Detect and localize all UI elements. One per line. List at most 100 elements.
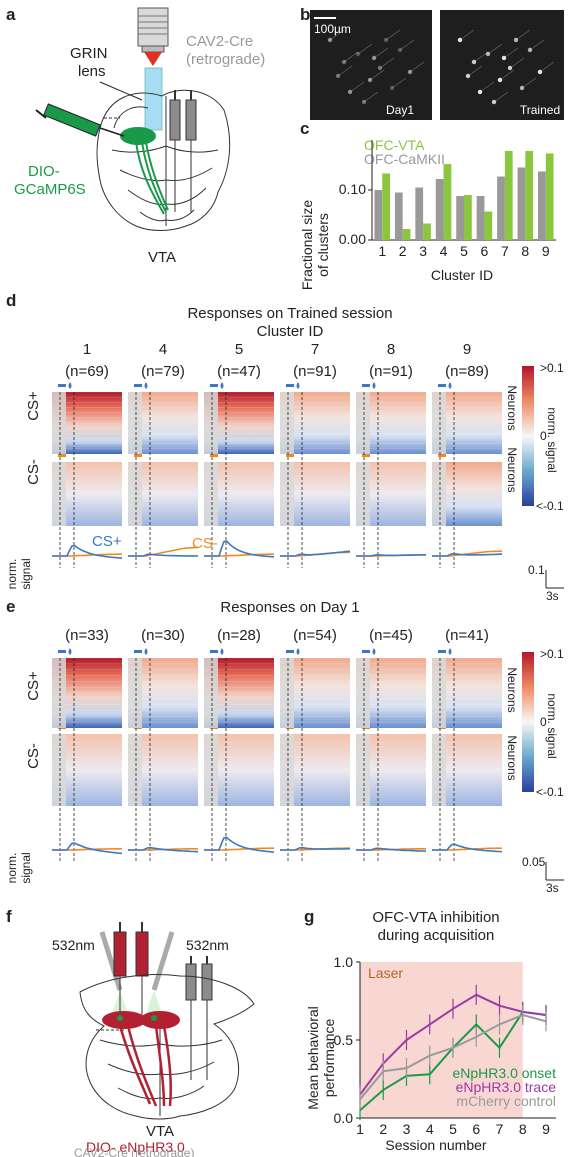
reward-drop-icon — [448, 382, 452, 389]
heatmap-baseline — [204, 462, 218, 526]
g-xtick-label: 3 — [403, 1121, 411, 1137]
e-scale-y: 0.05 — [522, 855, 546, 869]
cell-spot — [501, 55, 507, 61]
c-xtick-label: 2 — [399, 243, 407, 259]
reward-drop-icon — [296, 648, 300, 655]
cluster-n-label: (n=45) — [369, 627, 413, 644]
c-bar — [517, 167, 526, 240]
c-xtick-label: 7 — [501, 243, 509, 259]
g-title-1: OFC-VTA inhibition — [372, 909, 499, 926]
cluster-id-label: 1 — [83, 341, 91, 358]
d-trace-csminus: CS- — [192, 535, 218, 552]
cs-minus-cue — [210, 454, 218, 457]
panel-b: b 100µm Day1 Trained — [300, 5, 564, 120]
heatmap-baseline — [128, 462, 142, 526]
c-bar — [443, 164, 452, 240]
trace-csplus — [356, 847, 427, 852]
cs-plus-cue — [286, 650, 294, 653]
e-neurons-2: Neurons — [505, 735, 519, 780]
heatmap-baseline — [52, 658, 66, 728]
cluster-id-label: 8 — [387, 341, 395, 358]
cell-process — [379, 57, 395, 69]
c-ytick-label: 0.10 — [339, 181, 366, 197]
cluster-n-label: (n=91) — [369, 363, 413, 380]
g-legend-entry: eNpHR3.0 trace — [456, 1079, 557, 1095]
heatmap-baseline — [280, 392, 294, 454]
c-bar — [382, 173, 390, 240]
scale-bar-label: 100µm — [314, 22, 351, 36]
heatmap-baseline — [432, 734, 446, 806]
g-legend-entry: mCherry control — [456, 1093, 556, 1109]
cs-plus-cue — [438, 384, 446, 387]
cell-process — [349, 81, 365, 93]
cell-process — [467, 65, 483, 77]
microscope-objective-icon — [137, 7, 169, 66]
heatmap-baseline — [356, 658, 370, 728]
cluster-id-label: 9 — [463, 341, 471, 358]
heatmap-baseline — [356, 462, 370, 526]
g-ytick-label: 0.0 — [334, 1110, 354, 1126]
c-bar — [497, 176, 505, 240]
c-xtick-label: 3 — [419, 243, 427, 259]
cell-process — [399, 39, 415, 51]
e-columns: (n=33) (n=30) (n=28) (n=54) (n=45) (n=41) — [52, 627, 503, 862]
heatmap-baseline — [204, 734, 218, 806]
heatmap-baseline — [280, 462, 294, 526]
bar-chart: 0.00 0.10 1 2 3 4 5 6 7 8 9 — [339, 140, 556, 259]
cell-process — [529, 39, 545, 51]
cell-process — [473, 51, 489, 63]
trace-csplus — [432, 552, 503, 557]
cs-plus-cue — [286, 384, 294, 387]
cell-process — [459, 29, 475, 41]
d-subtitle: Cluster ID — [257, 323, 324, 340]
cell-process — [539, 61, 555, 73]
labeled-neurons-a — [120, 127, 169, 215]
c-bar — [415, 187, 424, 240]
cell-spot — [407, 69, 413, 75]
reward-drop-icon — [68, 382, 72, 389]
brain-section-a — [96, 89, 231, 231]
g-ytick-label: 1.0 — [334, 954, 354, 970]
cluster-n-label: (n=30) — [141, 627, 185, 644]
cell-process — [479, 81, 495, 93]
cell-spot — [527, 47, 533, 53]
e-row-csminus: CS- — [25, 743, 42, 769]
cell-spot — [519, 85, 525, 91]
c-xtick-label: 8 — [521, 243, 529, 259]
cell-spot — [485, 51, 491, 57]
c-bar — [476, 196, 485, 240]
d-trace-csplus: CS+ — [92, 533, 122, 550]
cell-process — [493, 91, 509, 103]
reward-drop-icon — [144, 648, 148, 655]
g-xtick-label: 1 — [356, 1121, 364, 1137]
panel-f: f 532nm 532nm — [6, 907, 255, 1157]
g-xlabel: Session number — [385, 1137, 487, 1153]
trace-csplus — [432, 843, 503, 853]
panel-c-label: c — [300, 119, 309, 138]
cell-process — [363, 91, 379, 103]
cluster-n-label: (n=69) — [65, 363, 109, 380]
cell-process — [499, 69, 515, 81]
region-vta-label-f: VTA — [146, 1123, 174, 1140]
heatmap-baseline — [128, 392, 142, 454]
d-columns: 1 (n=69) 4 (n=79) 5 (n=47) 7 (n=91) 8 (n=91) 9 (n=8… — [52, 341, 503, 568]
g-legend-entry: eNpHR3.0 onset — [452, 1065, 556, 1081]
c-bar — [464, 195, 472, 240]
cell-process — [337, 65, 353, 77]
panel-g-label: g — [304, 907, 314, 926]
cs-minus-cue — [362, 454, 370, 457]
cell-spot — [377, 65, 383, 71]
grin-lens-icon — [144, 67, 163, 131]
panel-e: e Responses on Day 1 (n=33) (n=30) (n=28)(… — [5, 597, 564, 895]
panel-f-label: f — [6, 907, 12, 926]
cluster-n-label: (n=54) — [293, 627, 337, 644]
c-bar — [435, 179, 444, 240]
trace-csplus — [280, 846, 351, 851]
cs-plus-cue — [362, 384, 370, 387]
cs-minus-cue — [286, 454, 294, 457]
g-xtick-label: 6 — [472, 1121, 480, 1137]
cs-plus-cue — [58, 650, 66, 653]
g-xtick-label: 7 — [496, 1121, 504, 1137]
reward-drop-icon — [296, 382, 300, 389]
